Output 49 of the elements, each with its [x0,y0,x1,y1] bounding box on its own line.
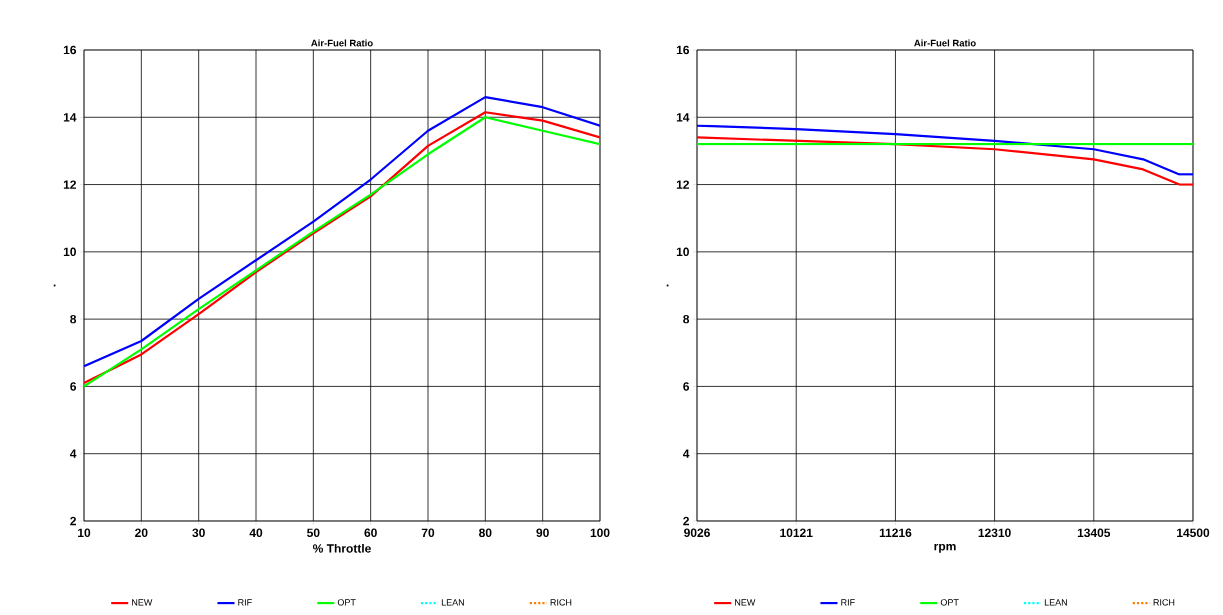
y-tick-label: 12 [676,180,689,189]
x-tick-label: 9026 [684,528,710,538]
x-tick-label: 70 [421,528,435,538]
line-series [697,124,1193,176]
y-tick-label: 10 [63,247,76,257]
x-tick-label: 60 [364,528,377,538]
x-tick-label: 10 [78,528,91,538]
y-tick-label: 8 [683,314,690,324]
x-tick-label: 13405 [1077,528,1111,538]
legend-label: NEW [132,599,153,606]
legend-label: NEW [735,599,756,606]
x-tick-label: 100 [590,528,610,538]
legend-label: OPT [337,599,356,606]
x-tick-label: 11216 [879,528,912,538]
y-tick-label: 2 [683,516,689,526]
y-tick-label: 14 [63,113,77,122]
y-tick-label: 8 [70,314,77,324]
y-tick-label: 16 [63,45,77,55]
y-tick-label: 10 [676,247,689,257]
x-tick-label: 10121 [780,528,813,538]
legend-label: RIF [841,599,855,606]
legend-label: RICH [550,599,572,606]
legend-label: LEAN [1044,599,1067,606]
legend-label: LEAN [441,599,464,606]
x-axis-title: rpm [934,543,956,553]
legend-label: OPT [940,599,959,606]
x-tick-label: 90 [536,528,549,538]
y-tick-label: 14 [676,113,690,122]
y-axis-title: . [666,284,669,287]
chart-title: Air-Fuel Ratio [311,39,373,47]
x-tick-label: 80 [479,528,492,538]
y-tick-label: 6 [683,382,690,391]
legend-label: RICH [1153,599,1175,606]
x-tick-label: 50 [307,528,320,538]
x-axis-title: % Throttle [312,543,371,553]
y-tick-label: 6 [70,382,77,391]
x-tick-label: 30 [192,528,205,538]
y-tick-label: 4 [69,449,77,458]
x-tick-label: 20 [135,528,148,538]
x-tick-label: 12310 [978,528,1011,538]
y-tick-label: 4 [682,449,690,458]
legend-label: RIF [238,599,252,606]
x-tick-label: 14500 [1177,528,1210,538]
y-axis-title: . [53,284,56,287]
y-tick-label: 2 [70,516,76,526]
x-tick-label: 40 [249,528,263,538]
y-tick-label: 12 [63,180,76,189]
chart-title: Air-Fuel Ratio [914,39,976,47]
y-tick-label: 16 [676,45,690,55]
